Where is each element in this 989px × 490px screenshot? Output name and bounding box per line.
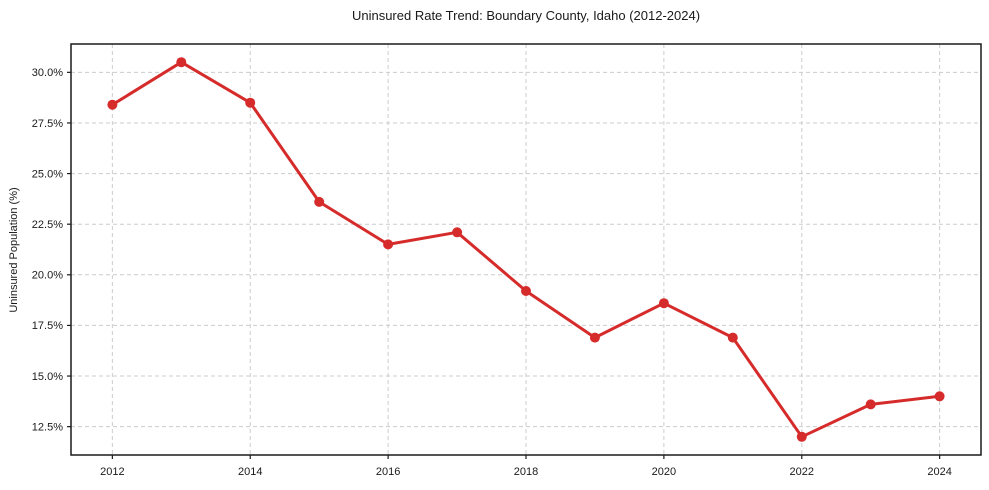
data-point xyxy=(934,391,945,402)
y-tick-label: 22.5% xyxy=(32,219,63,231)
x-tick-label: 2014 xyxy=(238,466,262,478)
data-point xyxy=(589,332,600,343)
x-tick-label: 2018 xyxy=(514,466,538,478)
x-tick-label: 2012 xyxy=(100,466,124,478)
data-point xyxy=(796,431,807,442)
y-tick-label: 27.5% xyxy=(32,118,63,130)
y-tick-label: 25.0% xyxy=(32,168,63,180)
y-tick-label: 15.0% xyxy=(32,371,63,383)
data-point xyxy=(314,196,325,207)
chart-title: Uninsured Rate Trend: Boundary County, I… xyxy=(351,8,701,23)
data-point xyxy=(452,227,463,238)
y-tick-label: 17.5% xyxy=(32,320,63,332)
y-tick-label: 30.0% xyxy=(32,67,63,79)
x-tick-label: 2016 xyxy=(376,466,400,478)
y-tick-label: 12.5% xyxy=(32,421,63,433)
data-point xyxy=(107,99,118,110)
y-tick-label: 20.0% xyxy=(32,270,63,282)
data-point xyxy=(521,286,531,296)
x-tick-label: 2024 xyxy=(927,466,951,478)
data-point xyxy=(727,332,738,343)
data-point xyxy=(383,239,394,250)
data-point xyxy=(176,57,187,68)
data-point xyxy=(865,399,876,410)
data-point xyxy=(658,298,669,309)
data-point xyxy=(245,97,256,108)
x-tick-label: 2022 xyxy=(790,466,814,478)
x-tick-label: 2020 xyxy=(652,466,676,478)
